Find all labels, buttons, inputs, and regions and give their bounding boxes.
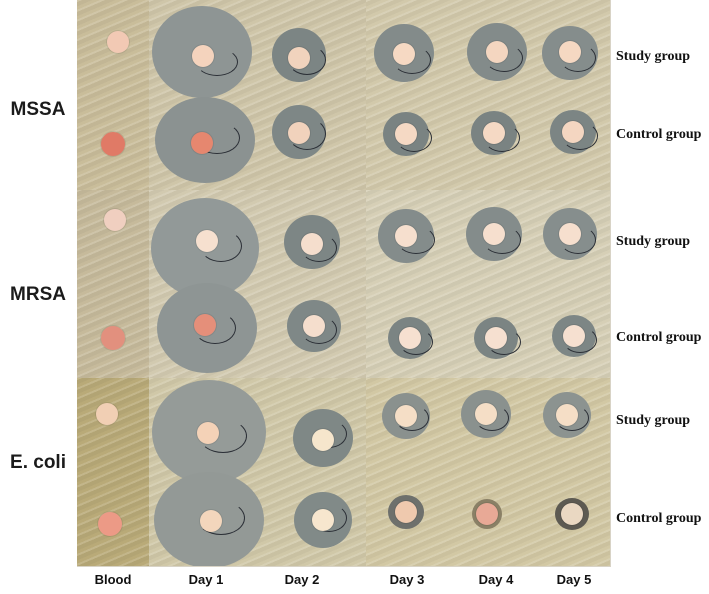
disc	[476, 503, 498, 525]
row-label-mssa: MSSA	[10, 99, 66, 120]
disc	[200, 510, 222, 532]
column-label-day1: Day 1	[188, 572, 224, 587]
marker-ink	[484, 124, 520, 152]
disc	[393, 43, 415, 65]
marker-ink	[487, 329, 521, 355]
group-label-control: Control group	[616, 127, 702, 142]
disc	[197, 422, 219, 444]
plate-mssa-day1-day2	[149, 0, 367, 191]
marker-ink	[483, 226, 521, 254]
marker-ink	[395, 405, 429, 431]
disc	[312, 429, 334, 451]
disc	[475, 403, 497, 425]
disc	[191, 132, 213, 154]
plate-mssa-blood	[77, 0, 150, 191]
marker-ink	[288, 118, 326, 150]
disc	[399, 327, 421, 349]
group-label-control: Control group	[616, 330, 702, 345]
marker-ink	[399, 329, 433, 355]
marker-ink	[197, 501, 245, 535]
marker-ink	[475, 405, 509, 431]
marker-ink	[199, 419, 247, 453]
marker-ink	[562, 122, 598, 150]
disc	[561, 503, 583, 525]
column-label-day4: Day 4	[478, 572, 514, 587]
marker-ink	[396, 124, 432, 152]
plate-ecoli-day1-day2	[149, 378, 367, 567]
disc	[196, 230, 218, 252]
plate-mrsa-day3-5	[366, 190, 611, 379]
group-label-study: Study group	[616, 234, 691, 249]
disc	[104, 209, 126, 231]
disc	[288, 47, 310, 69]
row-label-ecoli: E. coli	[10, 452, 66, 473]
disc	[395, 405, 417, 427]
plate-ecoli-day3-5	[366, 378, 611, 567]
disc	[559, 223, 581, 245]
marker-ink	[560, 44, 596, 72]
disc	[485, 327, 507, 349]
disc	[562, 121, 584, 143]
column-label-day5: Day 5	[556, 572, 592, 587]
marker-ink	[288, 45, 326, 75]
disc	[483, 122, 505, 144]
disc	[192, 45, 214, 67]
marker-ink	[301, 316, 337, 344]
disc	[563, 325, 585, 347]
group-label-study: Study group	[616, 413, 691, 428]
disc	[101, 132, 125, 156]
disc	[395, 225, 417, 247]
disc	[96, 403, 118, 425]
marker-ink	[393, 46, 431, 74]
disc	[98, 512, 122, 536]
plate-mssa-day3-5	[366, 0, 611, 191]
disc	[395, 123, 417, 145]
marker-ink	[563, 327, 597, 353]
marker-ink	[301, 234, 337, 262]
disc	[303, 315, 325, 337]
disc	[194, 314, 216, 336]
marker-ink	[194, 312, 236, 344]
marker-ink	[200, 230, 242, 262]
column-label-blood: Blood	[94, 572, 132, 587]
marker-ink	[397, 226, 435, 254]
row-label-mrsa: MRSA	[10, 284, 66, 305]
disc	[559, 41, 581, 63]
plate-mrsa-blood	[77, 190, 150, 379]
disc	[483, 223, 505, 245]
column-label-day3: Day 3	[389, 572, 425, 587]
group-label-control: Control group	[616, 511, 702, 526]
disc	[288, 122, 310, 144]
marker-ink	[311, 504, 347, 532]
disc	[486, 41, 508, 63]
disc	[101, 326, 125, 350]
marker-ink	[194, 122, 240, 154]
disc	[312, 509, 334, 531]
marker-ink	[196, 48, 238, 76]
column-label-day2: Day 2	[284, 572, 320, 587]
disc	[395, 501, 417, 523]
disc	[301, 233, 323, 255]
plate-mrsa-day1-day2	[149, 190, 367, 379]
marker-ink	[555, 405, 589, 431]
disc	[556, 404, 578, 426]
disc	[107, 31, 129, 53]
plate-ecoli-blood	[77, 378, 150, 567]
marker-ink	[560, 226, 596, 254]
marker-ink	[485, 44, 523, 72]
group-label-study: Study group	[616, 49, 691, 64]
